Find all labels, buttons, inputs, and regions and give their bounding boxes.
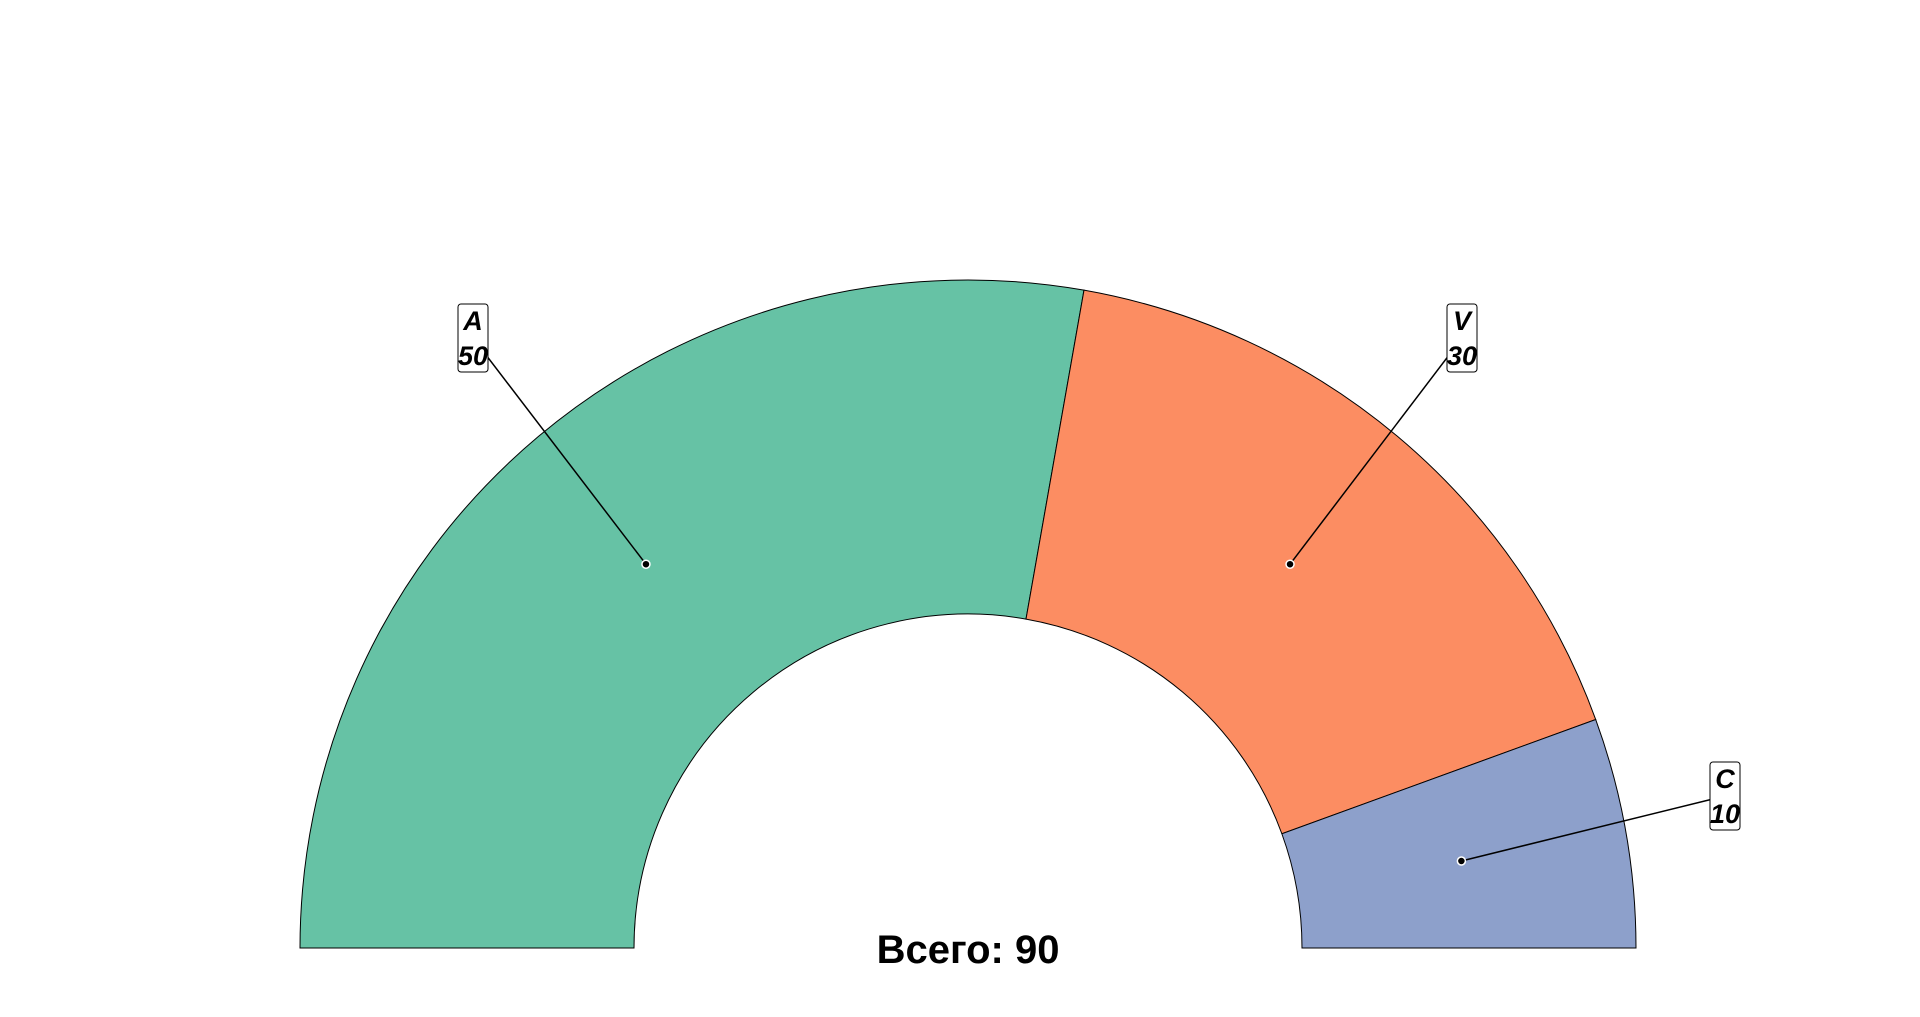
leader-line-c xyxy=(1461,795,1726,862)
slice-a xyxy=(299,279,1085,949)
slice-v xyxy=(1025,289,1597,835)
slice-value-a: 50 xyxy=(458,341,488,371)
leader-line-v xyxy=(1289,337,1463,565)
total-label: Всего: 90 xyxy=(877,928,1060,972)
anchor-dot-a xyxy=(641,559,651,569)
label-box-a xyxy=(457,303,489,373)
slice-value-c: 10 xyxy=(1710,799,1740,829)
anchor-dot-v xyxy=(1285,559,1295,569)
anchor-dot-c xyxy=(1456,856,1467,866)
labels-group: A 50 V 30 C 10 xyxy=(457,303,1741,866)
slice-label-a: A xyxy=(462,306,483,336)
slice-c xyxy=(1281,718,1637,949)
slice-label-c: C xyxy=(1715,764,1735,794)
label-box-v xyxy=(1446,303,1478,373)
leader-line-a xyxy=(472,337,647,565)
slices-group xyxy=(299,279,1637,949)
slice-value-v: 30 xyxy=(1447,341,1477,371)
label-box-c xyxy=(1709,761,1741,831)
slice-label-v: V xyxy=(1453,306,1473,336)
